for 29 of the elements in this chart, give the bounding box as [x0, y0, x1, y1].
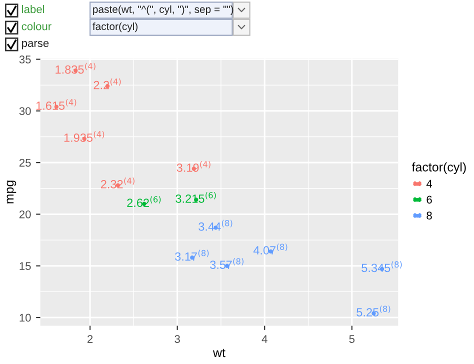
data-label: 3.17$^{(8)}$	[175, 250, 209, 261]
x-tick-label: 3	[174, 335, 180, 343]
data-label: 3.57$^{(8)}$	[210, 258, 244, 269]
data-label: 2.62$^{(6)}$	[127, 196, 161, 207]
y-tick-label: 30	[19, 107, 31, 116]
x-axis-title: wt	[212, 348, 226, 358]
legend-label: 6	[426, 196, 432, 204]
data-label: 2.32$^{(4)}$	[100, 177, 134, 188]
data-label: 1.615$^{(4)}$	[36, 98, 76, 110]
data-label: 5.25$^{(8)}$	[356, 306, 390, 316]
legend-label: 4	[426, 180, 432, 188]
x-tick-label: 5	[349, 335, 355, 343]
legend-label: 8	[426, 212, 432, 220]
text: factor(cyl)	[92, 22, 138, 32]
x-tick-label: 4	[262, 335, 268, 343]
text: colour	[22, 22, 52, 30]
legend-title: factor(cyl)	[412, 162, 466, 174]
y-tick-label: 35	[19, 56, 31, 64]
text: parse	[22, 40, 49, 50]
y-axis-title: mpg	[6, 180, 16, 204]
text: label	[22, 5, 44, 14]
y-tick-label: 10	[20, 314, 31, 322]
x-tick-label: 2	[88, 335, 93, 343]
data-label: 3.215$^{(6)}$	[176, 192, 216, 203]
y-tick-label: 25	[19, 158, 31, 167]
y-tick-label: 20	[19, 210, 31, 218]
data-label: 4.07$^{(8)}$	[253, 244, 288, 255]
y-tick-label: 15	[20, 262, 31, 270]
text: paste(wt, "^(", cyl, ")", sep = "")	[93, 5, 234, 16]
